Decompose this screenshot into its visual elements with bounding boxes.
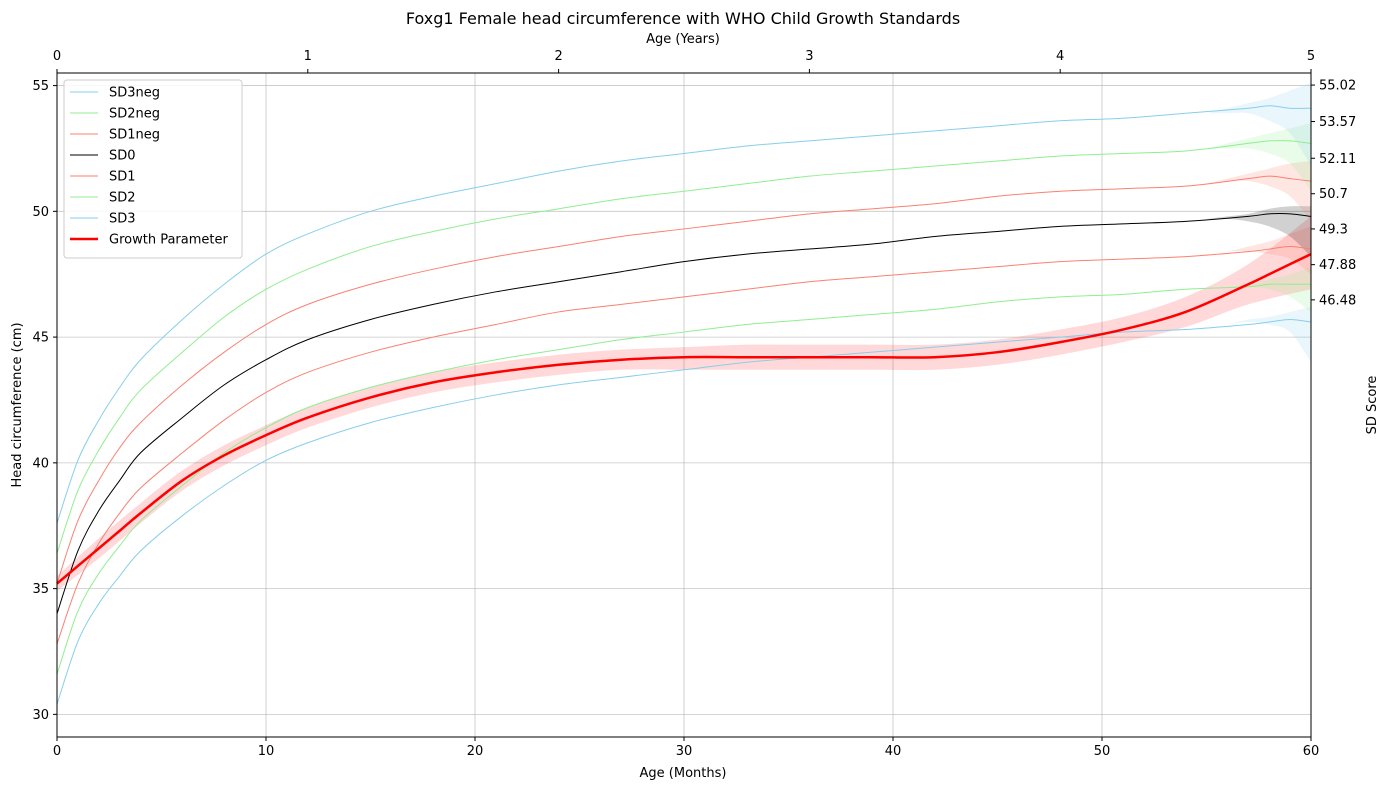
x-tick-label: 40 bbox=[885, 744, 902, 759]
x-tick-label: 30 bbox=[676, 744, 693, 759]
x-tick-label: 60 bbox=[1303, 744, 1320, 759]
legend-label-sd0: SD0 bbox=[109, 149, 136, 164]
confidence-band bbox=[1206, 306, 1311, 363]
x-tick-label: 50 bbox=[1094, 744, 1111, 759]
legend-label-sd2: SD2 bbox=[109, 191, 136, 206]
y-tick-label: 50 bbox=[32, 205, 49, 220]
series-line-sd1 bbox=[56, 175, 1312, 584]
y2-tick-label: 49.3 bbox=[1319, 222, 1348, 237]
legend-label-sd1: SD1 bbox=[109, 170, 136, 185]
legend-box bbox=[63, 79, 243, 259]
y-tick-label: 35 bbox=[32, 582, 49, 597]
x2-tick-label: 4 bbox=[1056, 49, 1064, 64]
series-line-sd0 bbox=[56, 213, 1312, 614]
x2-tick-label: 1 bbox=[304, 49, 312, 64]
legend-label-growth-parameter: Growth Parameter bbox=[109, 233, 228, 248]
confidence-band bbox=[1206, 206, 1311, 257]
y-axis-label: Head circumference (cm) bbox=[10, 322, 25, 487]
x-tick-label: 20 bbox=[467, 744, 484, 759]
grid-layer bbox=[56, 73, 1312, 737]
legend-label-sd1neg: SD1neg bbox=[109, 128, 160, 143]
top-axis-label: Age (Years) bbox=[646, 32, 720, 47]
x2-tick-label: 3 bbox=[805, 49, 813, 64]
x-tick-label: 0 bbox=[53, 744, 61, 759]
y-tick-label: 40 bbox=[32, 456, 49, 471]
series-line-sd3 bbox=[56, 105, 1312, 524]
legend-label-sd2neg: SD2neg bbox=[109, 107, 160, 122]
series-line-sd2neg bbox=[56, 283, 1311, 675]
confidence-band bbox=[1206, 83, 1311, 167]
right-axis-label: SD Score bbox=[1365, 376, 1380, 435]
y2-tick-label: 52.11 bbox=[1319, 152, 1356, 167]
chart-title: Foxg1 Female head circumference with WHO… bbox=[406, 9, 960, 28]
series-line-sd3neg bbox=[56, 318, 1312, 705]
x2-tick-label: 2 bbox=[554, 49, 562, 64]
legend-label-sd3neg: SD3neg bbox=[109, 86, 160, 101]
x2-tick-label: 0 bbox=[53, 49, 61, 64]
y2-tick-label: 47.88 bbox=[1319, 258, 1356, 273]
legend-label-sd3: SD3 bbox=[109, 212, 136, 227]
series-line-growth-parameter bbox=[56, 252, 1312, 585]
y2-tick-label: 55.02 bbox=[1319, 79, 1356, 94]
series-lines bbox=[56, 105, 1312, 705]
y2-tick-label: 50.7 bbox=[1319, 187, 1348, 202]
y-tick-label: 30 bbox=[32, 708, 49, 723]
y-tick-label: 55 bbox=[32, 79, 49, 94]
x-axis-label: Age (Months) bbox=[640, 766, 727, 781]
confidence-band bbox=[1206, 266, 1311, 312]
x-tick-label: 10 bbox=[258, 744, 275, 759]
series-line-sd2 bbox=[56, 140, 1312, 554]
y2-tick-label: 46.48 bbox=[1319, 293, 1356, 308]
confidence-band bbox=[1206, 161, 1311, 222]
x2-tick-label: 5 bbox=[1307, 49, 1315, 64]
y-tick-label: 45 bbox=[32, 331, 49, 346]
series-line-sd1neg bbox=[56, 246, 1312, 645]
y2-tick-label: 53.57 bbox=[1319, 115, 1356, 130]
legend: SD3neg SD2neg SD1neg SD0 SD1 SD2 SD3 Growth Par… bbox=[63, 79, 243, 259]
